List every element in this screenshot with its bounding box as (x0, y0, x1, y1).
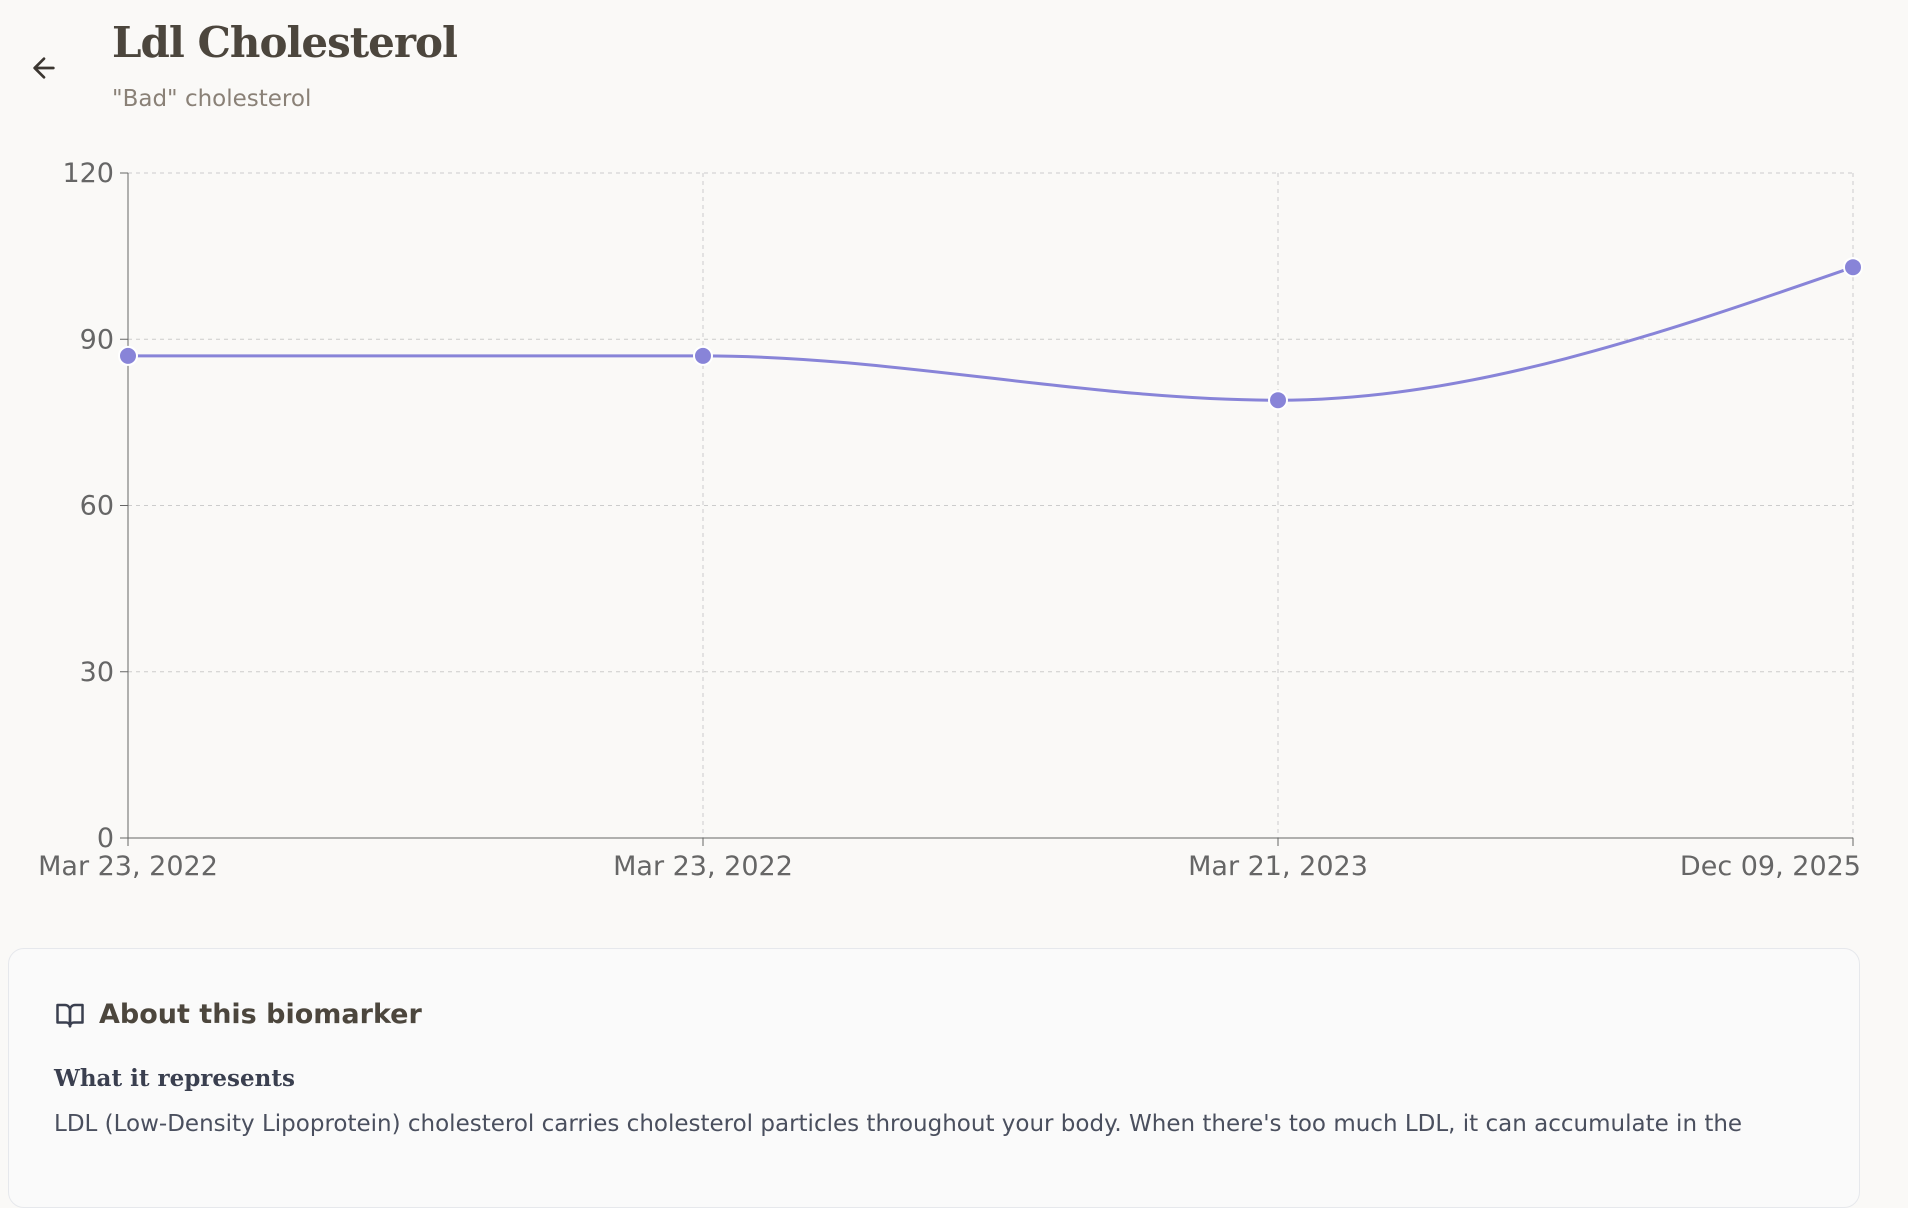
data-point (693, 345, 713, 366)
data-point (1843, 257, 1863, 278)
about-heading: About this biomarker (99, 999, 422, 1030)
arrow-left-icon (33, 57, 55, 79)
series-line (127, 265, 1854, 402)
x-tick-label: Mar 23, 2022 (613, 851, 793, 882)
ldl-line-chart: 0 30 60 90 120 Mar 23, 2022 Mar 23, 2022 Mar 21… (38, 158, 1863, 882)
y-tick-label: 120 (62, 158, 114, 189)
y-tick-label: 60 (80, 491, 114, 522)
x-tick-label: Mar 23, 2022 (38, 851, 218, 882)
data-point (1268, 390, 1288, 411)
x-tick-label: Dec 09, 2025 (1680, 851, 1861, 882)
y-tick-label: 0 (97, 823, 114, 854)
y-tick-label: 90 (80, 324, 114, 355)
x-tick-label: Mar 21, 2023 (1188, 851, 1368, 882)
y-tick-label: 30 (80, 657, 114, 688)
data-point (118, 345, 138, 366)
about-body-text: LDL (Low-Density Lipoprotein) cholestero… (54, 1111, 1743, 1137)
back-button[interactable] (28, 52, 60, 84)
about-biomarker-card: About this biomarker What it represents … (8, 948, 1860, 1208)
page-subtitle: "Bad" cholesterol (112, 86, 312, 112)
what-it-represents-heading: What it represents (54, 1065, 295, 1092)
page-title: Ldl Cholesterol (112, 18, 458, 67)
book-open-icon (56, 1003, 84, 1027)
